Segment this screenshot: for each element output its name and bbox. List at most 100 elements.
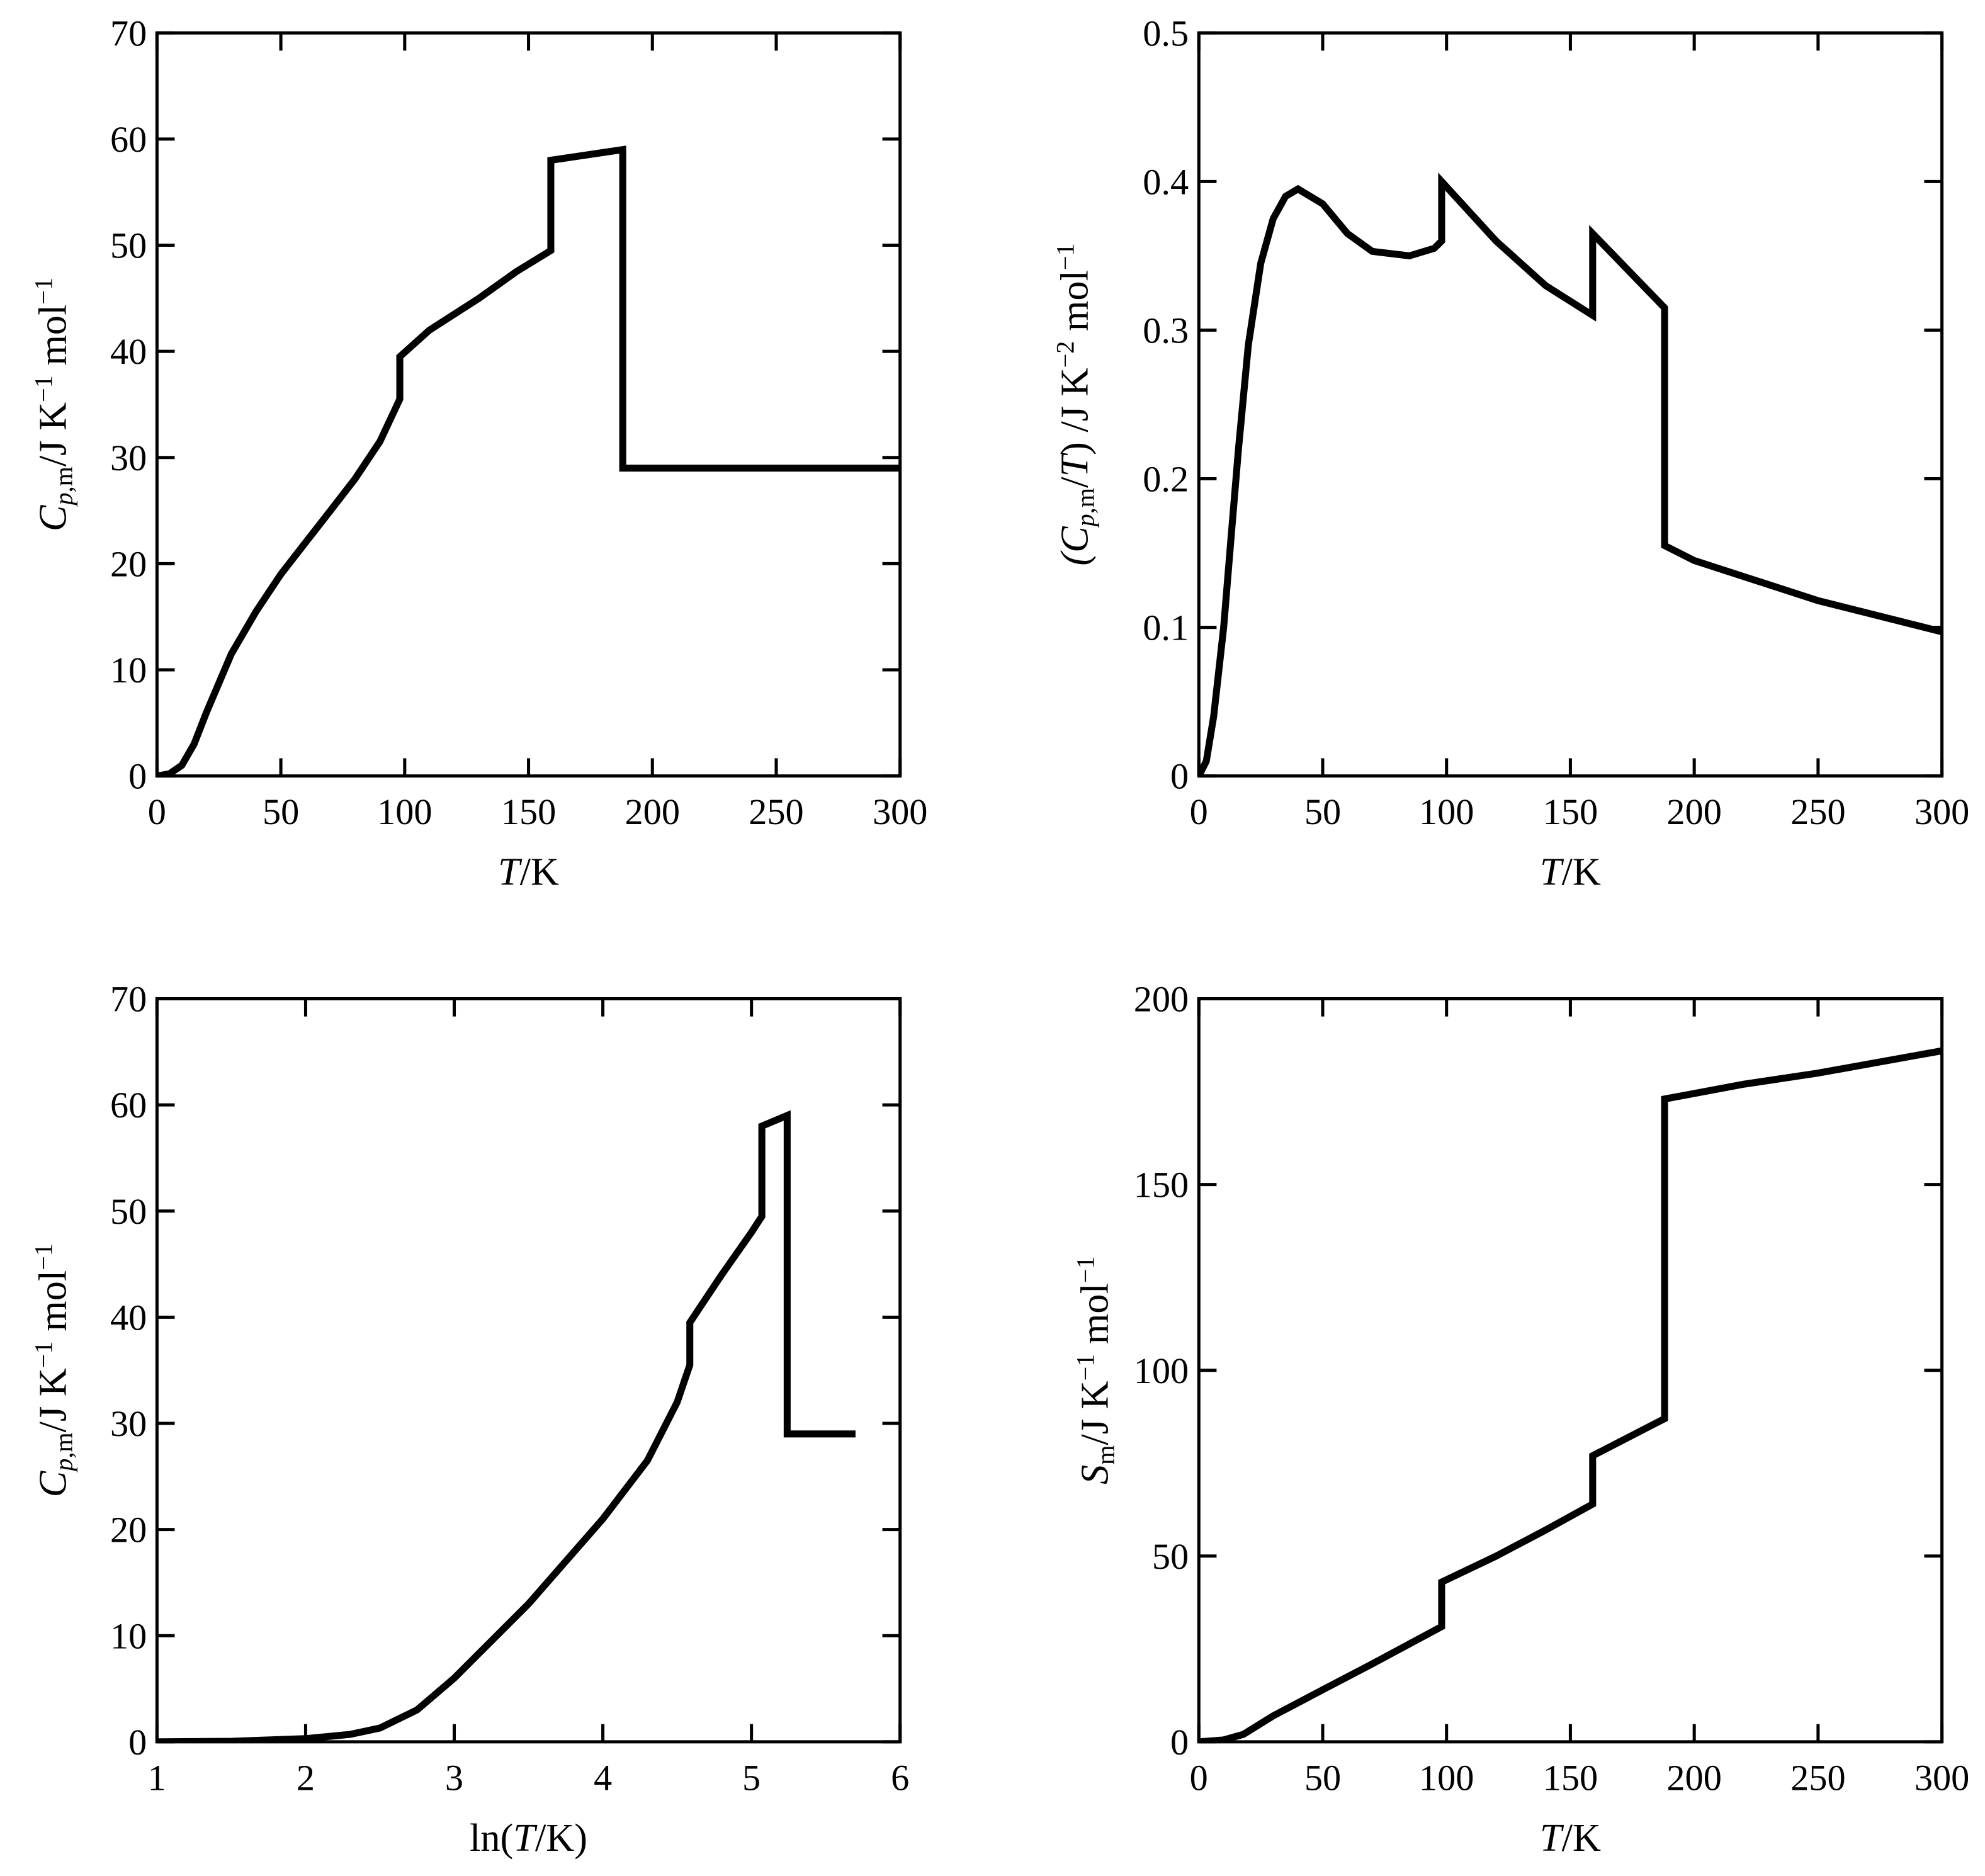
series-line (1199, 172, 1942, 776)
label-segment: T (1540, 1816, 1564, 1860)
x-tick-label: 250 (1790, 1757, 1845, 1798)
series-line (1199, 1047, 1942, 1742)
label-segment: −1 (1071, 1354, 1099, 1381)
x-tick-label: 250 (749, 791, 803, 832)
x-axis-label: T/K (1540, 1816, 1601, 1860)
x-tick-label: 200 (625, 791, 680, 832)
y-tick-label: 10 (110, 1615, 147, 1656)
y-tick-label: 50 (110, 1191, 147, 1232)
label-segment: /K) (535, 1816, 587, 1860)
y-tick-label: 0 (1170, 756, 1189, 797)
label-segment: T (513, 1816, 538, 1860)
label-segment: C (31, 504, 75, 531)
y-tick-label: 0.1 (1143, 607, 1189, 648)
label-segment: p (50, 492, 78, 507)
y-tick-label: 0.4 (1143, 161, 1189, 202)
x-tick-label: 100 (377, 791, 432, 832)
label-segment: C (31, 1470, 75, 1497)
x-tick-label: 200 (1666, 1757, 1721, 1798)
chart-cp-vs-T: 0 50 100 150 200 250 300 0 10 20 30 40 50 60 70 T/K Cp,m… (29, 13, 927, 893)
x-tick-label: 200 (1666, 791, 1721, 832)
x-tick-label: 150 (501, 791, 556, 832)
y-tick-label: 50 (1152, 1536, 1189, 1577)
y-tick-label: 70 (110, 979, 147, 1020)
x-tick-label: 300 (873, 791, 927, 832)
y-tick-label: 0 (128, 1722, 147, 1763)
x-tick-label: 0 (1190, 791, 1208, 832)
y-tick-label: 20 (110, 543, 147, 584)
label-segment: /K (520, 850, 559, 894)
x-tick-label: 4 (594, 1757, 612, 1798)
y-tick-label: 60 (110, 1085, 147, 1126)
x-tick-label: 5 (742, 1757, 761, 1798)
label-segment: ) /J K (1053, 368, 1096, 455)
y-axis-label: Sm/J K−1 mol−1 (1071, 1256, 1120, 1484)
plot-frame (155, 31, 902, 778)
x-tick-label: 250 (1790, 791, 1845, 832)
label-segment: m (1091, 1445, 1119, 1465)
y-tick-label: 0.5 (1143, 13, 1189, 54)
label-segment: −1 (29, 1341, 57, 1368)
x-tick-label: 0 (1190, 1757, 1208, 1798)
chart-cp-over-T-vs-T: 0 50 100 150 200 250 300 0 0.1 0.2 0.3 0.4 0.5 T/K (Cp… (1051, 13, 1970, 893)
label-segment: ,m (50, 466, 78, 492)
label-segment: −1 (1051, 243, 1079, 270)
y-tick-label: 0.3 (1143, 310, 1189, 351)
x-tick-label: 300 (1914, 1757, 1969, 1798)
label-segment: ,m (1071, 488, 1099, 514)
y-axis-label: Cp,m/J K−1 mol−1 (29, 278, 77, 531)
x-tick-label: 3 (445, 1757, 463, 1798)
y-axis-label: (Cp,m/T) /J K−2 mol−1 (1051, 243, 1100, 565)
x-axis-label: ln(T/K) (470, 1816, 587, 1860)
series-line (157, 145, 900, 776)
x-axis-label: T/K (498, 850, 559, 894)
label-segment: / (1053, 477, 1096, 488)
label-segment: ,m (50, 1432, 78, 1458)
y-tick-label: 70 (110, 13, 147, 54)
label-segment: −1 (29, 1243, 57, 1270)
label-segment: −1 (29, 375, 57, 402)
y-axis-label: Cp,m/J K−1 mol−1 (29, 1243, 78, 1497)
plot-frame (1197, 997, 1944, 1744)
y-tick-label: 10 (110, 650, 147, 691)
label-segment: −2 (1051, 341, 1079, 368)
y-tick-label: 20 (110, 1510, 147, 1551)
label-segment: ln( (470, 1816, 513, 1860)
x-tick-label: 50 (1304, 791, 1341, 832)
label-segment: /K (1562, 850, 1601, 894)
x-tick-label: 2 (297, 1757, 315, 1798)
y-tick-label: 150 (1134, 1165, 1189, 1206)
label-segment: /J K (1073, 1381, 1116, 1445)
y-tick-label: 200 (1134, 979, 1189, 1020)
y-tick-label: 0 (128, 756, 147, 797)
x-tick-label: 150 (1543, 791, 1598, 832)
x-tick-label: 150 (1543, 1757, 1598, 1798)
x-tick-label: 100 (1419, 1757, 1474, 1798)
y-tick-label: 50 (110, 225, 147, 266)
y-tick-label: 100 (1134, 1350, 1189, 1391)
label-segment: S (1073, 1465, 1116, 1484)
plot-frame (155, 997, 902, 1744)
x-tick-label: 300 (1914, 791, 1969, 832)
label-segment: p (1071, 514, 1099, 528)
label-segment: T (1053, 453, 1096, 477)
series-line (157, 1110, 856, 1742)
y-tick-label: 30 (110, 438, 147, 478)
y-tick-label: 60 (110, 119, 147, 160)
x-tick-label: 0 (148, 791, 166, 832)
x-tick-label: 50 (1304, 1757, 1341, 1798)
y-tick-label: 40 (110, 331, 147, 372)
label-segment: /J K (31, 1368, 75, 1432)
label-segment: −1 (29, 278, 57, 305)
label-segment: T (1540, 850, 1564, 894)
y-tick-label: 40 (110, 1297, 147, 1338)
label-segment: (C (1053, 526, 1096, 566)
label-segment: mol (31, 305, 75, 376)
label-segment: mol (1053, 270, 1096, 341)
y-tick-label: 30 (110, 1403, 147, 1444)
y-tick-label: 0.2 (1143, 459, 1189, 500)
label-segment: mol (1073, 1283, 1116, 1354)
x-tick-label: 1 (148, 1757, 166, 1798)
